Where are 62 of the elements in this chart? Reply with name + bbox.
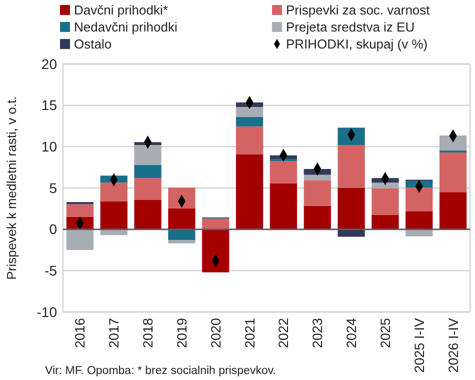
bar [439,192,467,230]
bar [439,136,467,150]
bar [372,182,399,188]
bar [134,200,162,230]
bar [100,201,128,230]
legend-label: Ostalo [74,36,112,52]
bar [304,180,331,206]
bar [134,178,162,200]
y-tick-label: 20 [41,56,58,72]
bar [372,214,399,230]
x-tick-label: 2016 [72,318,88,348]
legend-label: Prispevki za soc. varnost [286,2,430,18]
bar [134,164,162,178]
x-tick-label: 2026 I-IV [446,318,461,373]
bar [338,145,365,188]
y-tick-label: -5 [44,262,58,279]
legend-label: PRIHODKI, skupaj (v %) [286,36,428,52]
bar [236,106,264,117]
y-tick-label: 5 [49,180,58,196]
text: Vir: MF. Opomba: * brez socialnih prispevkov. [45,365,276,377]
y-tick-label: 10 [41,138,58,155]
bar [100,182,128,202]
bar [66,229,94,250]
x-tick-label: 2025 I-IV [412,318,427,373]
bar [270,161,298,184]
legend-label: Prejeta sredstva iz EU [286,20,415,35]
y-tick-label: -10 [36,304,58,320]
bar [406,188,433,212]
bar [406,229,433,236]
legend-label: Nedavčni prihodki [74,20,178,35]
bar [168,240,196,244]
bar [134,145,162,165]
x-tick-label: 2022 [276,318,292,348]
legend-label: Davčni prihodki* [74,2,168,18]
bar [439,152,467,192]
y-tick-label: 15 [41,97,58,114]
bar [338,188,365,230]
bar [202,229,230,272]
bar [236,154,264,230]
x-tick-label: 2020 [208,318,224,348]
bar [304,206,331,230]
bar [168,229,196,240]
bar [338,229,365,237]
y-tick-label: 0 [49,221,58,238]
x-tick-label: 2021 [242,318,258,348]
bar [406,211,433,230]
bar [372,188,399,215]
bar [202,218,230,230]
bar [236,116,264,126]
bar [270,183,298,230]
x-tick-label: 2017 [106,318,122,348]
x-tick-label: 2024 [344,318,360,348]
x-tick-label: 2025 [378,318,393,348]
bar [236,126,264,155]
x-tick-label: 2018 [140,318,156,348]
bar [304,174,331,180]
bar [168,208,196,230]
y-axis-title: Prispevek k medletni rasti, v o.t. [4,96,19,280]
x-tick-label: 2019 [174,318,190,348]
bar [66,204,94,217]
x-tick-label: 2023 [310,318,326,348]
bar [168,188,196,208]
